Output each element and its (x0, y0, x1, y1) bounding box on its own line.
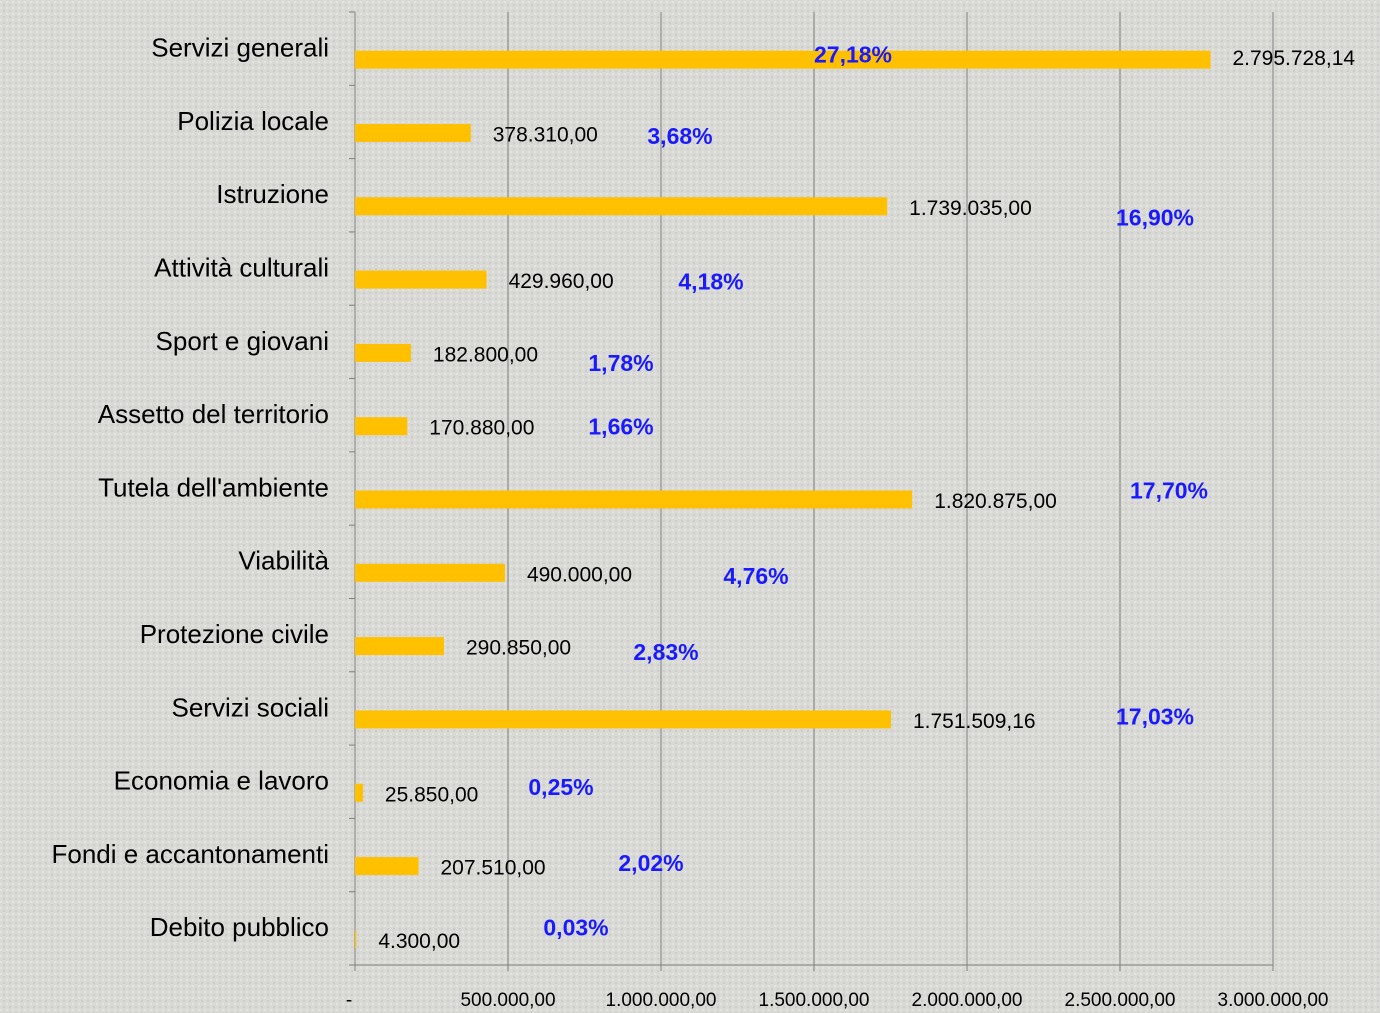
y-tick-label: Viabilità (238, 546, 329, 576)
x-tick-label: 3.000.000,00 (1218, 990, 1329, 1011)
bar (355, 490, 913, 509)
y-tick-label: Debito pubblico (150, 912, 329, 942)
share-label: 2,02% (618, 850, 683, 876)
y-tick-label: Sport e giovani (156, 326, 329, 356)
x-tick-label: 2.000.000,00 (912, 990, 1023, 1011)
value-label: 25.850,00 (385, 783, 478, 806)
share-label: 0,25% (528, 774, 593, 800)
value-label: 2.795.728,14 (1232, 47, 1355, 70)
bar (355, 930, 357, 949)
y-tick-label: Servizi generali (151, 33, 329, 63)
bar (355, 197, 888, 216)
value-label: 1.739.035,00 (909, 197, 1032, 220)
bar (355, 270, 487, 289)
share-label: 17,70% (1130, 478, 1208, 504)
bar (355, 50, 1211, 69)
share-label: 0,03% (543, 914, 608, 940)
bar (355, 563, 505, 582)
y-tick-label: Istruzione (216, 179, 329, 209)
value-label: 207.510,00 (440, 857, 545, 880)
y-tick-label: Tutela dell'ambiente (98, 472, 329, 502)
x-tick-label: - (346, 990, 352, 1011)
x-tick-label: 500.000,00 (460, 990, 555, 1011)
share-label: 4,18% (678, 269, 743, 295)
y-tick-label: Protezione civile (140, 619, 329, 649)
value-label: 429.960,00 (509, 270, 614, 293)
value-label: 1.820.875,00 (934, 490, 1057, 513)
y-tick-label: Attività culturali (154, 252, 329, 282)
share-label: 27,18% (814, 42, 892, 68)
value-label: 4.300,00 (378, 930, 460, 953)
share-label: 1,78% (588, 350, 653, 376)
share-label: 3,68% (647, 123, 712, 149)
x-tick-label: 1.000.000,00 (606, 990, 717, 1011)
share-label: 2,83% (633, 639, 698, 665)
y-tick-label: Servizi sociali (172, 692, 330, 722)
value-label: 1.751.509,16 (913, 710, 1036, 733)
share-label: 1,66% (588, 413, 653, 439)
bar (355, 857, 419, 876)
value-label: 290.850,00 (466, 637, 571, 660)
y-tick-label: Economia e lavoro (114, 766, 329, 796)
y-tick-label: Assetto del territorio (98, 399, 329, 429)
value-label: 490.000,00 (527, 563, 632, 586)
share-label: 4,76% (723, 563, 788, 589)
y-tick-label: Polizia locale (177, 106, 329, 136)
x-tick-label: 1.500.000,00 (759, 990, 870, 1011)
bar (355, 417, 408, 436)
bar (355, 123, 471, 142)
y-tick-label: Fondi e accantonamenti (51, 839, 329, 869)
share-label: 17,03% (1116, 704, 1194, 730)
value-label: 378.310,00 (493, 124, 598, 147)
bar (355, 710, 891, 729)
x-tick-label: 2.500.000,00 (1065, 990, 1176, 1011)
bar (355, 783, 363, 802)
value-label: 170.880,00 (429, 417, 534, 440)
share-label: 16,90% (1116, 204, 1194, 230)
bar (355, 343, 411, 362)
bar (355, 637, 445, 656)
value-label: 182.800,00 (433, 343, 538, 366)
